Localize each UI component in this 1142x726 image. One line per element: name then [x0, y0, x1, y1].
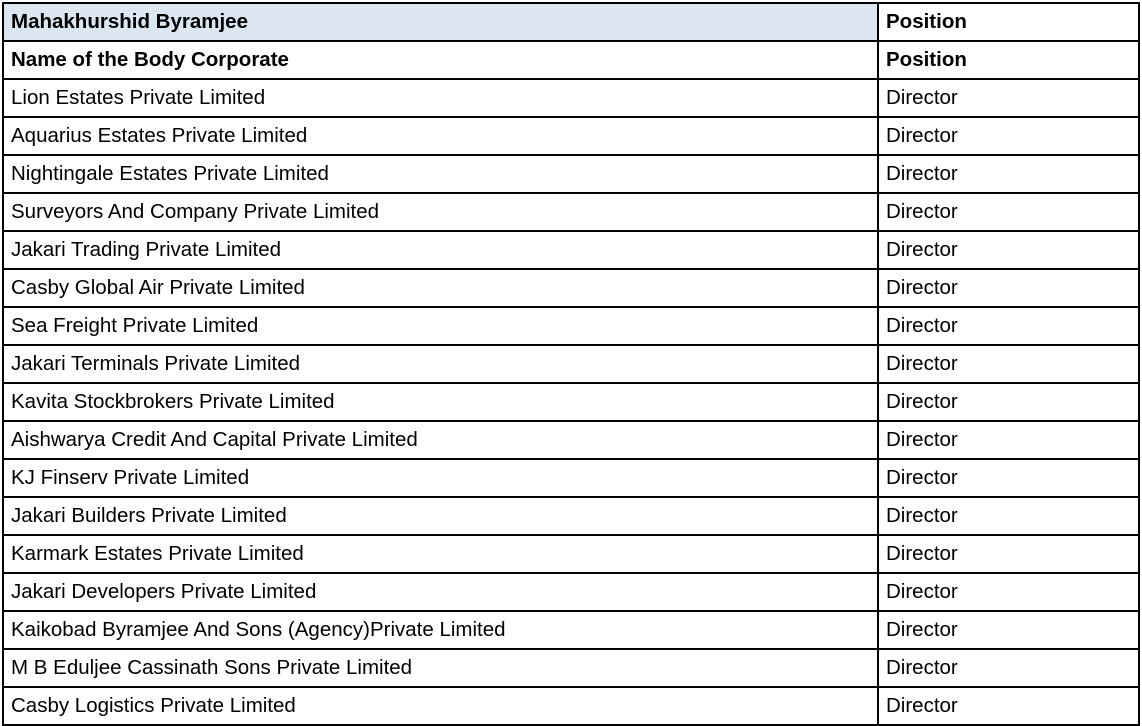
body-corporate-position: Director	[877, 344, 1140, 384]
table-row: Casby Logistics Private Limited Director	[2, 686, 1140, 726]
table-row: Karmark Estates Private Limited Director	[2, 534, 1140, 574]
body-corporate-name: Jakari Developers Private Limited	[2, 572, 879, 612]
body-corporate-position: Director	[877, 572, 1140, 612]
body-corporate-name: Kavita Stockbrokers Private Limited	[2, 382, 879, 422]
body-corporate-position: Director	[877, 534, 1140, 574]
body-corporate-name: Sea Freight Private Limited	[2, 306, 879, 346]
body-corporate-position: Director	[877, 420, 1140, 460]
body-corporate-position: Director	[877, 496, 1140, 536]
body-corporate-position: Director	[877, 686, 1140, 726]
body-corporate-name: Casby Global Air Private Limited	[2, 268, 879, 308]
body-corporate-name: Karmark Estates Private Limited	[2, 534, 879, 574]
table-row: Kaikobad Byramjee And Sons (Agency)Priva…	[2, 610, 1140, 650]
body-corporate-name: Aquarius Estates Private Limited	[2, 116, 879, 156]
person-position-header-cell: Position	[877, 2, 1140, 42]
body-corporate-name: KJ Finserv Private Limited	[2, 458, 879, 498]
table-row: KJ Finserv Private Limited Director	[2, 458, 1140, 498]
body-corporate-name: Nightingale Estates Private Limited	[2, 154, 879, 194]
table-row: Nightingale Estates Private Limited Dire…	[2, 154, 1140, 194]
body-corporate-position: Director	[877, 382, 1140, 422]
body-corporate-name: Jakari Builders Private Limited	[2, 496, 879, 536]
table-row: Aquarius Estates Private Limited Directo…	[2, 116, 1140, 156]
body-corporate-position: Director	[877, 306, 1140, 346]
person-name-cell: Mahakhurshid Byramjee	[2, 2, 879, 42]
body-corporate-position: Director	[877, 116, 1140, 156]
body-corporate-position: Director	[877, 192, 1140, 232]
body-corporate-name: Casby Logistics Private Limited	[2, 686, 879, 726]
body-corporate-name: Jakari Trading Private Limited	[2, 230, 879, 270]
body-corporate-position: Director	[877, 648, 1140, 688]
body-corporate-name: Surveyors And Company Private Limited	[2, 192, 879, 232]
body-corporate-name: M B Eduljee Cassinath Sons Private Limit…	[2, 648, 879, 688]
body-corporate-position: Director	[877, 268, 1140, 308]
body-corporate-name: Jakari Terminals Private Limited	[2, 344, 879, 384]
table-row: Kavita Stockbrokers Private Limited Dire…	[2, 382, 1140, 422]
body-corporate-position: Director	[877, 458, 1140, 498]
table-row: Jakari Builders Private Limited Director	[2, 496, 1140, 536]
table-row: Casby Global Air Private Limited Directo…	[2, 268, 1140, 308]
body-corporate-name: Kaikobad Byramjee And Sons (Agency)Priva…	[2, 610, 879, 650]
body-corporate-position: Director	[877, 78, 1140, 118]
table-row: Jakari Terminals Private Limited Directo…	[2, 344, 1140, 384]
person-header-row: Mahakhurshid Byramjee Position	[2, 2, 1140, 42]
table-row: Jakari Developers Private Limited Direct…	[2, 572, 1140, 612]
body-corporate-name: Aishwarya Credit And Capital Private Lim…	[2, 420, 879, 460]
table-row: M B Eduljee Cassinath Sons Private Limit…	[2, 648, 1140, 688]
column-header-row: Name of the Body Corporate Position	[2, 40, 1140, 80]
table-row: Jakari Trading Private Limited Director	[2, 230, 1140, 270]
body-corporate-position: Director	[877, 154, 1140, 194]
body-corporate-name: Lion Estates Private Limited	[2, 78, 879, 118]
column-header-name: Name of the Body Corporate	[2, 40, 879, 80]
column-header-position: Position	[877, 40, 1140, 80]
table-row: Lion Estates Private Limited Director	[2, 78, 1140, 118]
table-row: Sea Freight Private Limited Director	[2, 306, 1140, 346]
table-row: Aishwarya Credit And Capital Private Lim…	[2, 420, 1140, 460]
body-corporate-position: Director	[877, 610, 1140, 650]
table-row: Surveyors And Company Private Limited Di…	[2, 192, 1140, 232]
body-corporate-position: Director	[877, 230, 1140, 270]
